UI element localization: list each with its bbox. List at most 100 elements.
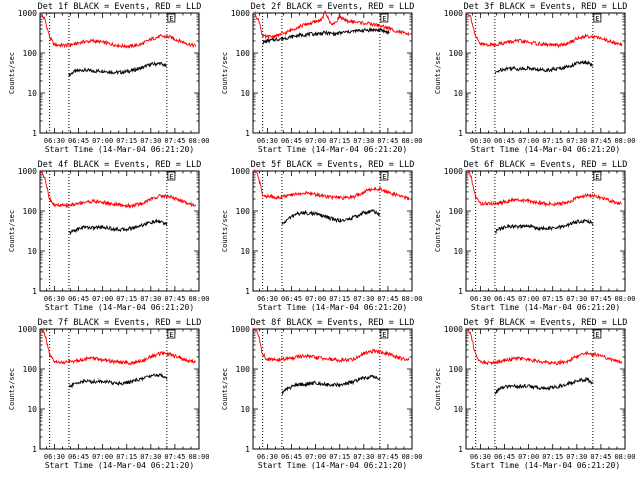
plot-frame	[465, 12, 626, 134]
series-line-lld	[467, 328, 623, 366]
y-tick-label: 1	[245, 129, 250, 138]
x-tick-label: 07:30	[140, 453, 161, 461]
x-axis-label: Start Time (14-Mar-04 06:21:20)	[471, 145, 620, 154]
y-tick-label: 100	[236, 207, 251, 216]
x-axis-label: Start Time (14-Mar-04 06:21:20)	[45, 303, 194, 312]
chart-title: Det 4f BLACK = Events, RED = LLD	[38, 160, 202, 170]
x-tick-label: 08:00	[614, 453, 635, 461]
x-tick-label: 07:45	[164, 295, 185, 303]
marker-box	[167, 329, 176, 339]
series-line-events	[68, 218, 168, 236]
marker-box	[380, 171, 389, 181]
y-tick-label: 1	[32, 287, 37, 296]
marker-box	[593, 171, 602, 181]
x-axis-label: Start Time (14-Mar-04 06:21:20)	[258, 145, 407, 154]
chart-title: Det 8f BLACK = Events, RED = LLD	[251, 318, 415, 328]
series-line-lld	[467, 12, 623, 49]
y-tick-label: 1	[458, 287, 463, 296]
x-tick-label: 08:00	[188, 295, 209, 303]
y-axis-label: Counts/sec	[8, 368, 16, 410]
x-tick-label: 07:15	[329, 453, 350, 461]
y-tick-label: 1	[458, 445, 463, 454]
plot-frame	[252, 328, 413, 450]
x-axis-label: Start Time (14-Mar-04 06:21:20)	[471, 303, 620, 312]
chart-title: Det 9f BLACK = Events, RED = LLD	[464, 318, 628, 328]
chart-panel: Det 1f BLACK = Events, RED = LLD 1 10 100 10…	[8, 2, 210, 154]
y-tick-label: 10	[240, 405, 250, 414]
y-axis-label: Counts/sec	[434, 368, 442, 410]
x-axis-label: Start Time (14-Mar-04 06:21:20)	[258, 303, 407, 312]
y-tick-label: 1000	[444, 167, 463, 176]
x-tick-label: 07:00	[92, 295, 113, 303]
y-tick-label: 1000	[231, 167, 250, 176]
x-tick-label: 07:00	[518, 137, 539, 145]
x-tick-label: 07:30	[353, 453, 374, 461]
chart-panel: Det 6f BLACK = Events, RED = LLD 1 10 100 10…	[434, 160, 636, 312]
marker-box	[167, 13, 176, 23]
y-axis-label: Counts/sec	[434, 210, 442, 252]
x-tick-label: 07:45	[377, 453, 398, 461]
x-tick-label: 07:00	[518, 295, 539, 303]
chart-panel: Det 9f BLACK = Events, RED = LLD 1 10 100 10…	[434, 318, 636, 470]
y-tick-label: 10	[27, 247, 37, 256]
x-tick-label: 07:30	[140, 137, 161, 145]
marker-label: E	[382, 331, 386, 339]
x-tick-label: 07:15	[116, 137, 137, 145]
x-axis-label: Start Time (14-Mar-04 06:21:20)	[45, 461, 194, 470]
x-tick-label: 07:15	[329, 137, 350, 145]
series-line-events	[494, 376, 594, 395]
y-tick-label: 10	[240, 89, 250, 98]
y-tick-label: 10	[453, 247, 463, 256]
x-tick-label: 07:45	[164, 137, 185, 145]
y-tick-label: 10	[240, 247, 250, 256]
x-tick-label: 07:00	[305, 137, 326, 145]
x-tick-label: 06:30	[470, 137, 491, 145]
y-tick-label: 100	[449, 207, 464, 216]
series-line-lld	[41, 13, 197, 49]
y-tick-label: 100	[23, 365, 38, 374]
x-tick-label: 08:00	[614, 137, 635, 145]
series-line-lld	[254, 169, 410, 201]
x-tick-label: 08:00	[188, 137, 209, 145]
marker-label: E	[595, 15, 599, 23]
marker-box	[593, 13, 602, 23]
marker-label: E	[169, 173, 173, 181]
y-axis-label: Counts/sec	[434, 52, 442, 94]
series-line-lld	[467, 169, 622, 208]
x-tick-label: 07:45	[377, 137, 398, 145]
y-tick-label: 100	[236, 365, 251, 374]
x-tick-label: 06:30	[470, 295, 491, 303]
x-tick-label: 07:15	[542, 137, 563, 145]
y-tick-label: 100	[23, 49, 38, 58]
y-tick-label: 100	[23, 207, 38, 216]
y-tick-label: 1	[245, 287, 250, 296]
x-tick-label: 07:45	[590, 295, 611, 303]
y-tick-label: 10	[27, 89, 37, 98]
x-tick-label: 06:45	[68, 295, 89, 303]
x-axis-label: Start Time (14-Mar-04 06:21:20)	[45, 145, 194, 154]
x-tick-label: 07:45	[164, 453, 185, 461]
x-tick-label: 06:45	[68, 137, 89, 145]
x-tick-label: 06:30	[257, 137, 278, 145]
x-tick-label: 06:30	[44, 453, 65, 461]
y-tick-label: 1000	[444, 9, 463, 18]
y-tick-label: 1	[32, 445, 37, 454]
x-tick-label: 06:45	[281, 137, 302, 145]
plot-frame	[465, 328, 626, 450]
x-tick-label: 07:45	[377, 295, 398, 303]
x-tick-label: 06:30	[257, 295, 278, 303]
x-tick-label: 07:15	[542, 295, 563, 303]
series-line-events	[68, 61, 168, 77]
plot-frame	[39, 328, 200, 450]
x-tick-label: 08:00	[401, 137, 422, 145]
chart-panel: Det 2f BLACK = Events, RED = LLD 1 10 100 10…	[221, 2, 423, 154]
chart-title: Det 3f BLACK = Events, RED = LLD	[464, 2, 628, 12]
y-axis-label: Counts/sec	[221, 210, 229, 252]
x-tick-label: 07:30	[566, 295, 587, 303]
x-tick-label: 07:00	[92, 137, 113, 145]
y-tick-label: 100	[449, 49, 464, 58]
x-tick-label: 06:30	[44, 295, 65, 303]
x-tick-label: 07:30	[353, 137, 374, 145]
x-tick-label: 06:45	[281, 295, 302, 303]
x-tick-label: 07:15	[329, 295, 350, 303]
